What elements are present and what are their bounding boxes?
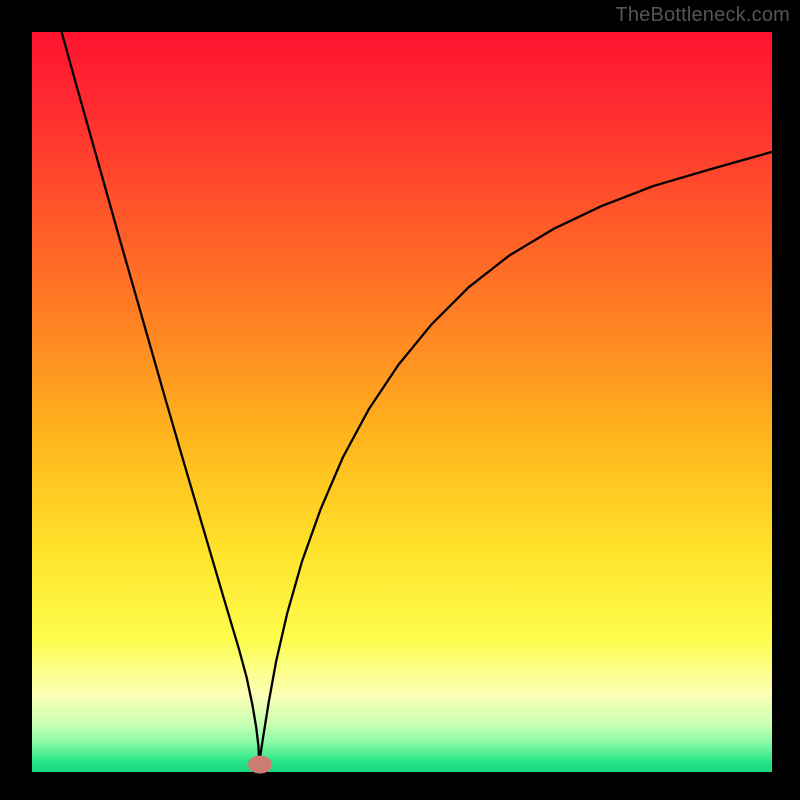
- optimal-point-marker: [248, 756, 272, 774]
- chart-container: TheBottleneck.com: [0, 0, 800, 800]
- plot-background: [32, 32, 772, 772]
- watermark-text: TheBottleneck.com: [615, 4, 790, 27]
- bottleneck-chart: [0, 0, 800, 800]
